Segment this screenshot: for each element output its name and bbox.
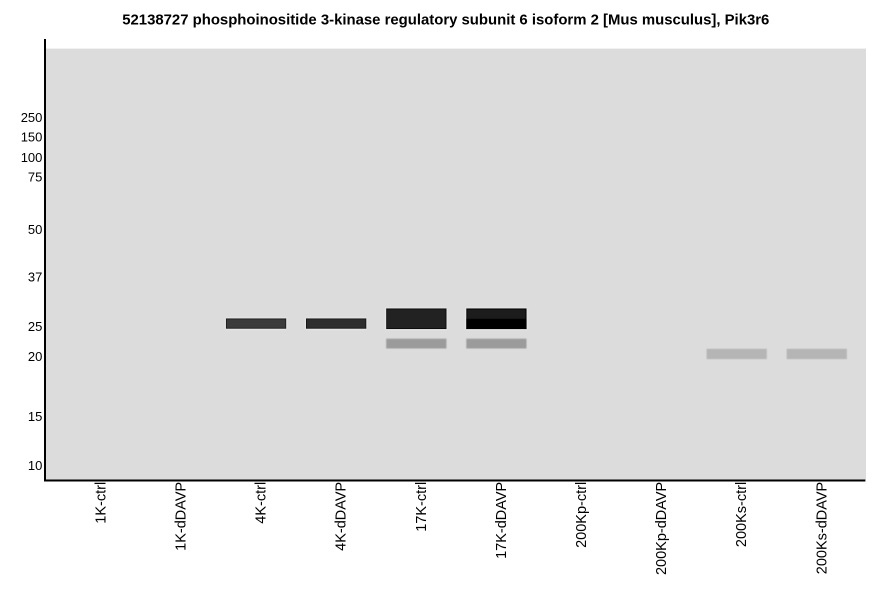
svg-text:250: 250	[21, 110, 43, 125]
svg-text:52138727 phosphoinositide 3-ki: 52138727 phosphoinositide 3-kinase regul…	[122, 12, 769, 28]
svg-text:200Kp-ctrl: 200Kp-ctrl	[574, 482, 590, 548]
svg-text:37: 37	[28, 270, 42, 285]
svg-text:100: 100	[21, 150, 43, 165]
svg-text:4K-ctrl: 4K-ctrl	[254, 482, 270, 524]
svg-text:1K-ctrl: 1K-ctrl	[93, 482, 109, 524]
svg-text:1K-dDAVP: 1K-dDAVP	[174, 482, 190, 551]
svg-text:17K-dDAVP: 17K-dDAVP	[494, 482, 510, 559]
svg-text:75: 75	[28, 169, 42, 184]
svg-text:25: 25	[28, 319, 42, 334]
svg-text:10: 10	[28, 458, 42, 473]
svg-text:150: 150	[21, 130, 43, 145]
svg-text:15: 15	[28, 409, 42, 424]
svg-text:200Ks-ctrl: 200Ks-ctrl	[734, 482, 750, 547]
svg-text:4K-dDAVP: 4K-dDAVP	[334, 482, 350, 551]
svg-text:50: 50	[28, 222, 42, 237]
svg-text:20: 20	[28, 349, 42, 364]
svg-text:200Kp-dDAVP: 200Kp-dDAVP	[654, 482, 670, 575]
svg-text:17K-ctrl: 17K-ctrl	[414, 482, 430, 532]
svg-text:200Ks-dDAVP: 200Ks-dDAVP	[814, 482, 830, 574]
